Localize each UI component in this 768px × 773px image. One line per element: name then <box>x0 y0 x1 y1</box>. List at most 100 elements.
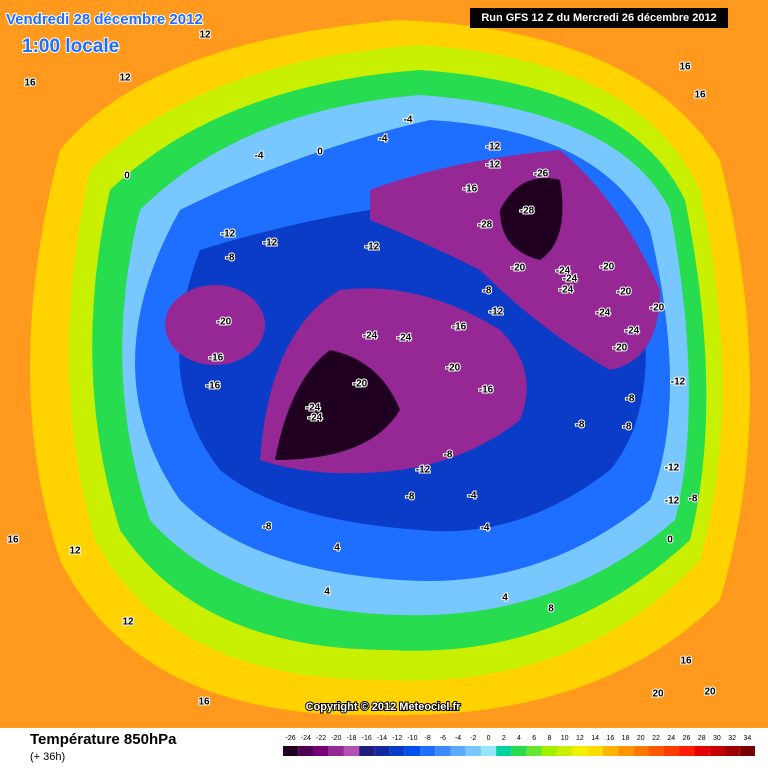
contour-label: -16 <box>479 385 494 396</box>
contour-label: 0 <box>124 171 130 182</box>
scale-swatch <box>572 746 588 756</box>
scale-swatch <box>678 746 695 756</box>
scale-swatch <box>343 746 360 756</box>
scale-label: 12 <box>576 735 584 742</box>
scale-label: 32 <box>728 735 736 742</box>
contour-label: -20 <box>650 303 665 314</box>
scale-label: 6 <box>532 735 536 742</box>
scale-label: 2 <box>502 735 506 742</box>
scale-label: 30 <box>713 735 721 742</box>
scale-swatch <box>663 746 679 756</box>
scale-swatch <box>633 746 649 756</box>
contour-label: -12 <box>665 463 680 474</box>
scale-label: 0 <box>487 735 491 742</box>
scale-swatch <box>526 746 542 756</box>
contour-label: 4 <box>324 587 330 598</box>
scale-label: -22 <box>316 735 326 742</box>
contour-label: -24 <box>363 331 378 342</box>
scale-label: 34 <box>743 735 751 742</box>
contour-label: -20 <box>600 262 615 273</box>
contour-label: 16 <box>694 90 706 101</box>
contour-label: -20 <box>617 287 632 298</box>
scale-swatch <box>602 746 618 756</box>
scale-label: -8 <box>425 735 431 742</box>
scale-swatch <box>328 746 344 756</box>
scale-swatch <box>587 746 603 756</box>
contour-label: 4 <box>502 593 508 604</box>
contour-label: -8 <box>623 422 632 433</box>
scale-swatch <box>283 746 299 756</box>
contour-label: 4 <box>334 543 340 554</box>
scale-swatch <box>648 746 664 756</box>
contour-label: -4 <box>481 523 490 534</box>
scale-label: 28 <box>698 735 706 742</box>
contour-label: 16 <box>680 656 692 667</box>
scale-label: -2 <box>470 735 476 742</box>
contour-label: -20 <box>446 363 461 374</box>
contour-label: 16 <box>24 78 36 89</box>
purple-area-east <box>370 150 660 370</box>
scale-label: 26 <box>683 735 691 742</box>
scale-swatch <box>709 746 725 756</box>
contour-label: -24 <box>306 403 321 414</box>
contour-label: -24 <box>559 285 574 296</box>
scale-swatch <box>480 746 497 756</box>
contour-label: -16 <box>209 353 224 364</box>
contour-label: -24 <box>625 326 640 337</box>
scale-label: -10 <box>407 735 417 742</box>
scale-swatch <box>404 746 421 756</box>
contour-label: -20 <box>511 263 526 274</box>
scale-label: 8 <box>547 735 551 742</box>
scale-swatch <box>420 746 436 756</box>
contour-label: -16 <box>463 184 478 195</box>
scale-swatch <box>465 746 481 756</box>
contour-label: -12 <box>221 229 236 240</box>
contour-label: -8 <box>406 492 415 503</box>
contour-label: -8 <box>626 394 635 405</box>
contour-labels: 12 16 12 -4 0 0 -4 -4 -12 -12 -16 -26 -28 -28 -12 -12 -8… <box>6 29 717 709</box>
contour-label: 16 <box>679 62 691 73</box>
contour-label: -8 <box>226 253 235 264</box>
scale-label: -12 <box>392 735 402 742</box>
scale-label: -20 <box>331 735 341 742</box>
purple-area-west <box>165 285 265 365</box>
contour-label: 12 <box>122 617 134 628</box>
contour-label: -8 <box>689 494 698 505</box>
scale-swatch <box>298 746 314 756</box>
contour-label: -8 <box>263 522 272 533</box>
contour-label: -16 <box>206 381 221 392</box>
contour-label: 0 <box>667 535 673 546</box>
scale-swatch <box>511 746 527 756</box>
contour-label: -24 <box>596 308 611 319</box>
scale-swatch <box>724 746 740 756</box>
local-time: 1:00 locale <box>22 36 119 57</box>
footer-title: Température 850hPa <box>30 731 177 748</box>
contour-label: -16 <box>452 322 467 333</box>
contour-label: -4 <box>379 134 388 145</box>
scale-label: 22 <box>652 735 660 742</box>
contour-label: -12 <box>486 160 501 171</box>
contour-label: 16 <box>198 697 210 708</box>
contour-label: -8 <box>483 286 492 297</box>
temperature-field <box>0 0 768 728</box>
contour-label: -20 <box>613 343 628 354</box>
scale-swatch <box>359 746 375 756</box>
contour-label: -24 <box>556 266 571 277</box>
contour-label: 16 <box>7 535 19 546</box>
scale-swatch <box>694 746 710 756</box>
contour-label: -20 <box>217 317 232 328</box>
lead-time: (+ 36h) <box>30 751 65 763</box>
copyright: Copyright © 2012 Meteociel.fr <box>306 701 462 713</box>
scale-swatch <box>435 746 451 756</box>
scale-label: -16 <box>362 735 372 742</box>
scale-label: 10 <box>561 735 569 742</box>
contour-label: -12 <box>263 238 278 249</box>
scale-label: 4 <box>517 735 521 742</box>
scale-label: -14 <box>377 735 387 742</box>
scale-label: 20 <box>637 735 645 742</box>
contour-label: -4 <box>255 151 264 162</box>
scale-swatch <box>374 746 390 756</box>
contour-label: 20 <box>704 687 716 698</box>
scale-label: 14 <box>591 735 599 742</box>
